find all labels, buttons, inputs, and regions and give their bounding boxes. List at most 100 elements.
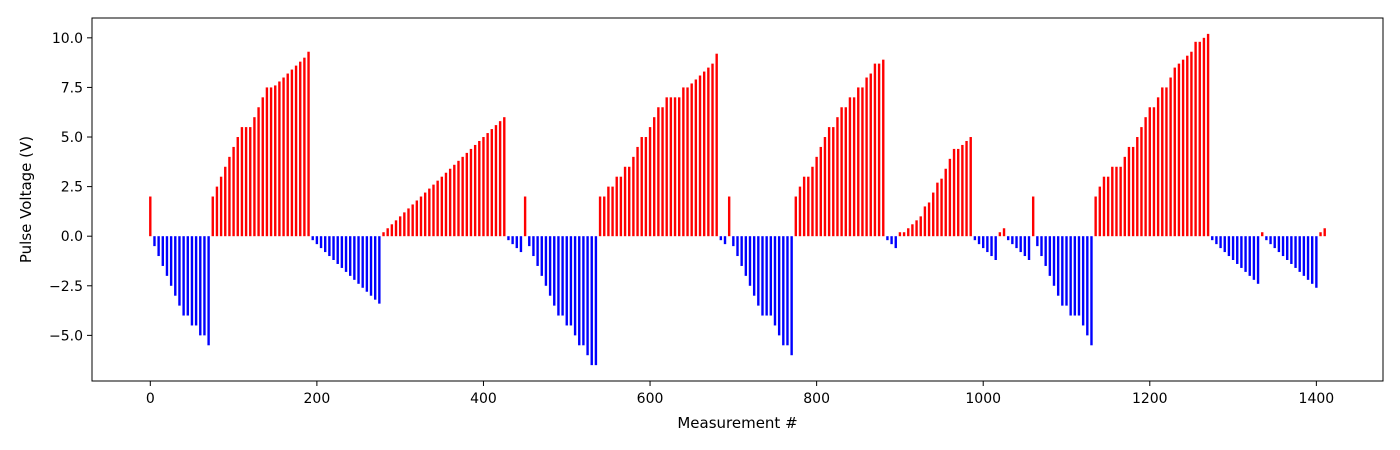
bar [1194,41,1197,237]
bar [490,129,493,237]
bar [898,232,902,237]
bar [1061,236,1064,306]
bar [1306,236,1310,280]
bar [1202,37,1206,237]
bar [1252,236,1256,280]
y-tick-label: 2.5 [61,180,83,196]
bar [1219,236,1222,249]
bar [644,137,648,237]
x-tick-label: 1200 [1132,391,1168,407]
bar [873,63,877,237]
bar [623,166,627,237]
bar [1223,236,1226,253]
bar [373,236,377,300]
bar [1065,236,1068,306]
bar [1311,236,1314,284]
bar [765,236,768,316]
bar [498,121,502,237]
bar [1298,236,1301,272]
bar [994,236,997,260]
bar [1077,236,1081,316]
bar [253,117,256,237]
bar [936,182,939,237]
bar [1098,186,1102,237]
bar [761,236,764,316]
bar [161,236,164,266]
bar [1069,236,1072,316]
bar [915,220,918,237]
bar [752,236,756,296]
bar [757,236,760,306]
bar [986,236,989,253]
bar [707,67,710,237]
bar [865,77,868,237]
bar [1011,236,1014,245]
y-axis-ticks: −5.0 −2.5 0.0 2.5 5.0 7.5 10.0 [49,31,92,344]
bar [1090,236,1093,346]
bar [153,236,156,247]
bar [261,97,264,237]
bar [957,148,960,237]
bar [169,236,173,286]
bar [178,236,181,306]
bar [407,208,410,237]
bar [802,176,806,237]
bar [1106,176,1110,237]
bar [486,133,489,237]
bar [594,236,598,366]
x-axis-label: Measurement # [677,414,797,432]
bar [836,117,839,237]
plot-frame [91,17,1384,382]
y-tick-label: 5.0 [61,130,83,146]
bar [740,236,743,266]
bar [473,144,477,237]
bar [494,125,498,237]
bar [1206,33,1210,237]
bar [590,236,593,366]
x-tick-label: 400 [470,391,497,407]
bar [632,156,635,237]
bar [678,97,681,237]
bar [727,196,731,237]
x-tick-label: 0 [146,391,155,407]
bar [565,236,568,326]
bar [882,59,885,237]
bar [465,152,469,237]
bar [1081,236,1085,326]
bar [1140,127,1143,237]
bar [744,236,748,276]
bar [1156,97,1160,237]
bar [428,188,431,237]
bar [228,156,231,237]
bar [723,236,727,245]
bar [852,97,856,237]
bar [827,127,831,237]
bar [411,204,414,237]
bar [219,176,223,237]
bar [299,61,302,237]
bar [1073,236,1077,316]
bar [857,87,860,237]
bar [911,224,914,237]
bar [927,202,931,237]
bar [286,73,289,237]
bar [265,87,269,237]
bar [340,236,344,268]
bar [553,236,556,306]
bar [1031,196,1035,237]
bar [578,236,581,346]
bar [436,180,439,237]
bar [1261,232,1264,237]
bar [1015,236,1018,249]
bar [1227,236,1231,257]
bar [877,63,881,237]
bar [186,236,189,316]
bar [203,236,206,336]
bar [165,236,169,276]
bar [236,137,239,237]
bar [1102,176,1106,237]
bar [1161,87,1164,237]
bar [232,146,235,237]
y-tick-label: −2.5 [49,279,83,295]
